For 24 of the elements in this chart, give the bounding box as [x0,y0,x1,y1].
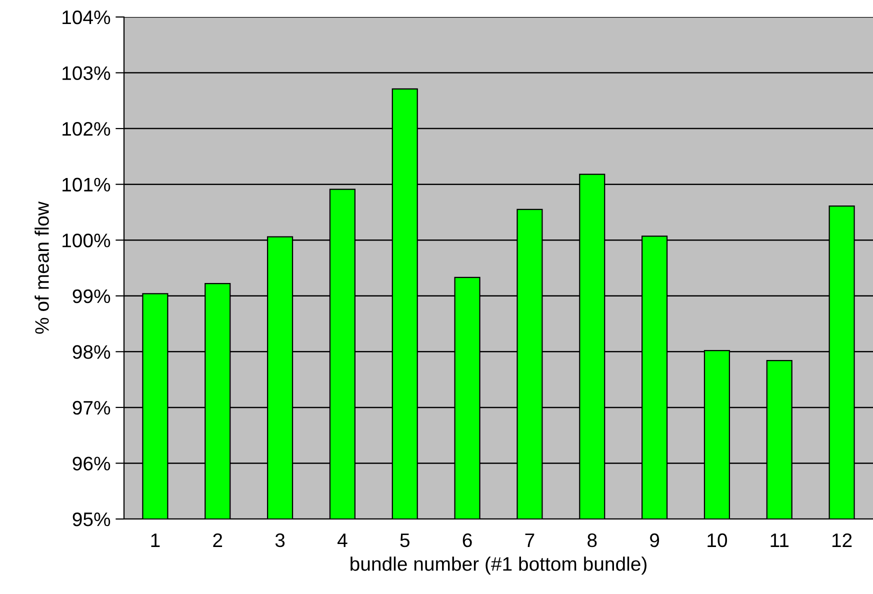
y-tick-label: 95% [72,512,110,526]
y-axis-title: % of mean flow [34,201,49,334]
x-tick-label: 3 [275,533,285,548]
x-tick-label: 6 [462,533,472,548]
x-tick-label: 5 [400,534,410,548]
x-tick-label: 8 [588,533,597,548]
y-tick-label: 98% [72,345,110,359]
y-tick-label: 102% [62,122,110,136]
y-tick-label: 101% [62,178,110,192]
y-tick-label: 104% [62,10,110,24]
x-tick-label: 9 [650,533,660,548]
x-tick-label: 12 [832,533,852,547]
x-tick-label: 4 [338,534,348,547]
x-tick-label: 11 [770,534,789,547]
y-tick-label: 96% [72,456,110,470]
y-tick-label: 99% [72,289,110,304]
x-tick-label: 7 [525,534,534,547]
x-axis-title: bundle number (#1 bottom bundle) [350,556,646,575]
x-tick-label: 1 [151,534,160,547]
y-tick-label: 103% [62,66,110,80]
x-tick-label: 2 [213,533,222,547]
y-tick-label: 97% [72,400,110,415]
y-tick-label: 100% [62,234,110,248]
x-tick-label: 10 [708,533,728,548]
